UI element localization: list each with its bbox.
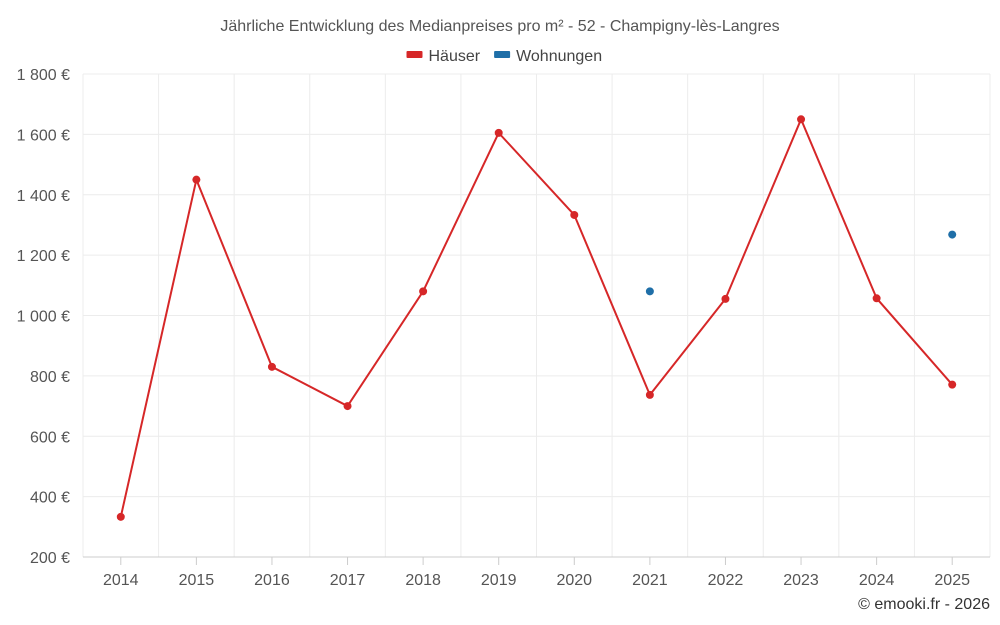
y-tick-label: 1 000 € bbox=[17, 309, 70, 326]
data-point[interactable] bbox=[343, 402, 352, 411]
legend-item-label[interactable]: Häuser bbox=[429, 48, 481, 65]
y-tick-label: 200 € bbox=[30, 550, 70, 567]
x-tick-label: 2018 bbox=[405, 572, 441, 589]
x-tick-label: 2024 bbox=[859, 572, 895, 589]
data-point[interactable] bbox=[419, 287, 428, 296]
legend: Häuser Wohnungen bbox=[406, 48, 602, 65]
x-tick-label: 2017 bbox=[330, 572, 366, 589]
series bbox=[116, 115, 957, 521]
y-tick-label: 1 400 € bbox=[17, 188, 70, 205]
data-point[interactable] bbox=[645, 390, 654, 399]
grid bbox=[82, 73, 991, 557]
chart-title: Jährliche Entwicklung des Medianpreises … bbox=[220, 18, 779, 35]
x-tick-label: 2023 bbox=[783, 572, 819, 589]
data-point[interactable] bbox=[116, 512, 125, 521]
x-tick-label: 2016 bbox=[254, 572, 290, 589]
data-point[interactable] bbox=[494, 128, 503, 137]
y-tick-label: 400 € bbox=[30, 490, 70, 507]
data-point[interactable] bbox=[948, 230, 957, 239]
y-tick-label: 1 200 € bbox=[17, 248, 70, 265]
x-tick-label: 2014 bbox=[103, 572, 139, 589]
x-tick-label: 2022 bbox=[708, 572, 744, 589]
y-tick-label: 1 600 € bbox=[17, 127, 70, 144]
axes: 200 € 400 € 600 € 800 € 1 000 € 1 200 € 1 400 … bbox=[17, 67, 990, 589]
y-tick-label: 1 800 € bbox=[17, 67, 70, 84]
data-point[interactable] bbox=[192, 175, 201, 184]
data-point[interactable] bbox=[797, 115, 806, 124]
legend-item-label[interactable]: Wohnungen bbox=[516, 48, 602, 65]
series-line-haeuser bbox=[119, 118, 953, 518]
x-tick-label: 2020 bbox=[556, 572, 592, 589]
x-tick-label: 2021 bbox=[632, 572, 668, 589]
data-point[interactable] bbox=[570, 210, 579, 219]
y-tick-label: 800 € bbox=[30, 369, 70, 386]
data-point[interactable] bbox=[948, 380, 957, 389]
data-point[interactable] bbox=[645, 287, 654, 296]
y-tick-label: 600 € bbox=[30, 429, 70, 446]
x-tick-label: 2015 bbox=[179, 572, 215, 589]
x-tick-label: 2025 bbox=[934, 572, 970, 589]
credit-text: © emooki.fr - 2026 bbox=[858, 596, 990, 613]
data-point[interactable] bbox=[267, 362, 276, 371]
data-point[interactable] bbox=[721, 294, 730, 303]
data-point[interactable] bbox=[872, 294, 881, 303]
legend-swatch bbox=[406, 51, 423, 58]
legend-swatch bbox=[494, 51, 511, 58]
x-tick-label: 2019 bbox=[481, 572, 517, 589]
